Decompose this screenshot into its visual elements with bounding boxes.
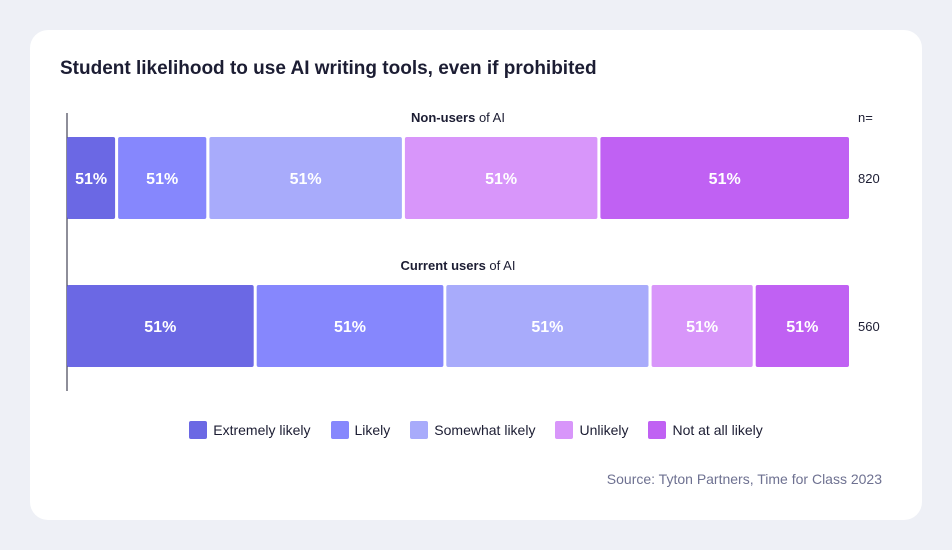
bar-segment-somewhat-likely — [446, 285, 649, 367]
n-header: n= — [858, 110, 873, 125]
data-label: 51% — [786, 319, 818, 336]
row-label-rest: of AI — [486, 258, 516, 273]
data-label: 51% — [334, 319, 366, 336]
row-label-bold: Current users — [401, 258, 486, 273]
legend-swatch — [648, 421, 667, 439]
n-value: 820 — [858, 171, 880, 186]
legend-swatch — [330, 421, 349, 439]
legend-swatch — [410, 421, 429, 439]
legend-item: Likely — [330, 421, 391, 439]
data-label: 51% — [485, 171, 517, 188]
legend-item: Not at all likely — [648, 421, 763, 439]
data-label: 51% — [531, 319, 563, 336]
source-note: Source: Tyton Partners, Time for Class 2… — [606, 471, 882, 487]
data-label: 51% — [290, 171, 322, 188]
row-label: Current users of AI — [401, 258, 516, 273]
legend-label: Unlikely — [579, 422, 629, 438]
data-label: 51% — [146, 171, 178, 188]
legend-label: Likely — [354, 422, 391, 438]
legend-item: Extremely likely — [189, 421, 311, 439]
data-label: 51% — [686, 319, 718, 336]
legend-label: Not at all likely — [672, 422, 763, 438]
chart-card — [30, 30, 922, 520]
row-label-bold: Non-users — [411, 110, 475, 125]
legend-item: Somewhat likely — [410, 421, 535, 439]
n-value: 560 — [858, 319, 880, 334]
bar-segment-not-at-all-likely — [600, 137, 849, 219]
data-label: 51% — [75, 171, 107, 188]
legend: Extremely likely Likely Somewhat likely Unl… — [0, 421, 952, 439]
data-label: 51% — [709, 171, 741, 188]
legend-item: Unlikely — [555, 421, 628, 439]
bar-segment-unlikely — [404, 137, 598, 219]
data-label: 51% — [144, 319, 176, 336]
bar-segment-extremely-likely — [67, 285, 254, 367]
bar-segment-not-at-all-likely — [755, 285, 849, 367]
legend-swatch — [555, 421, 574, 439]
legend-label: Extremely likely — [213, 422, 311, 438]
bar-segment-likely — [118, 137, 207, 219]
bar-segment-somewhat-likely — [209, 137, 402, 219]
bar-segment-likely — [256, 285, 444, 367]
legend-swatch — [189, 421, 208, 439]
bar-segment-extremely-likely — [67, 137, 116, 219]
row-label-rest: of AI — [475, 110, 505, 125]
row-label: Non-users of AI — [411, 110, 505, 125]
chart-title: Student likelihood to use AI writing too… — [60, 58, 597, 79]
legend-label: Somewhat likely — [434, 422, 536, 438]
bar-segment-unlikely — [651, 285, 753, 367]
